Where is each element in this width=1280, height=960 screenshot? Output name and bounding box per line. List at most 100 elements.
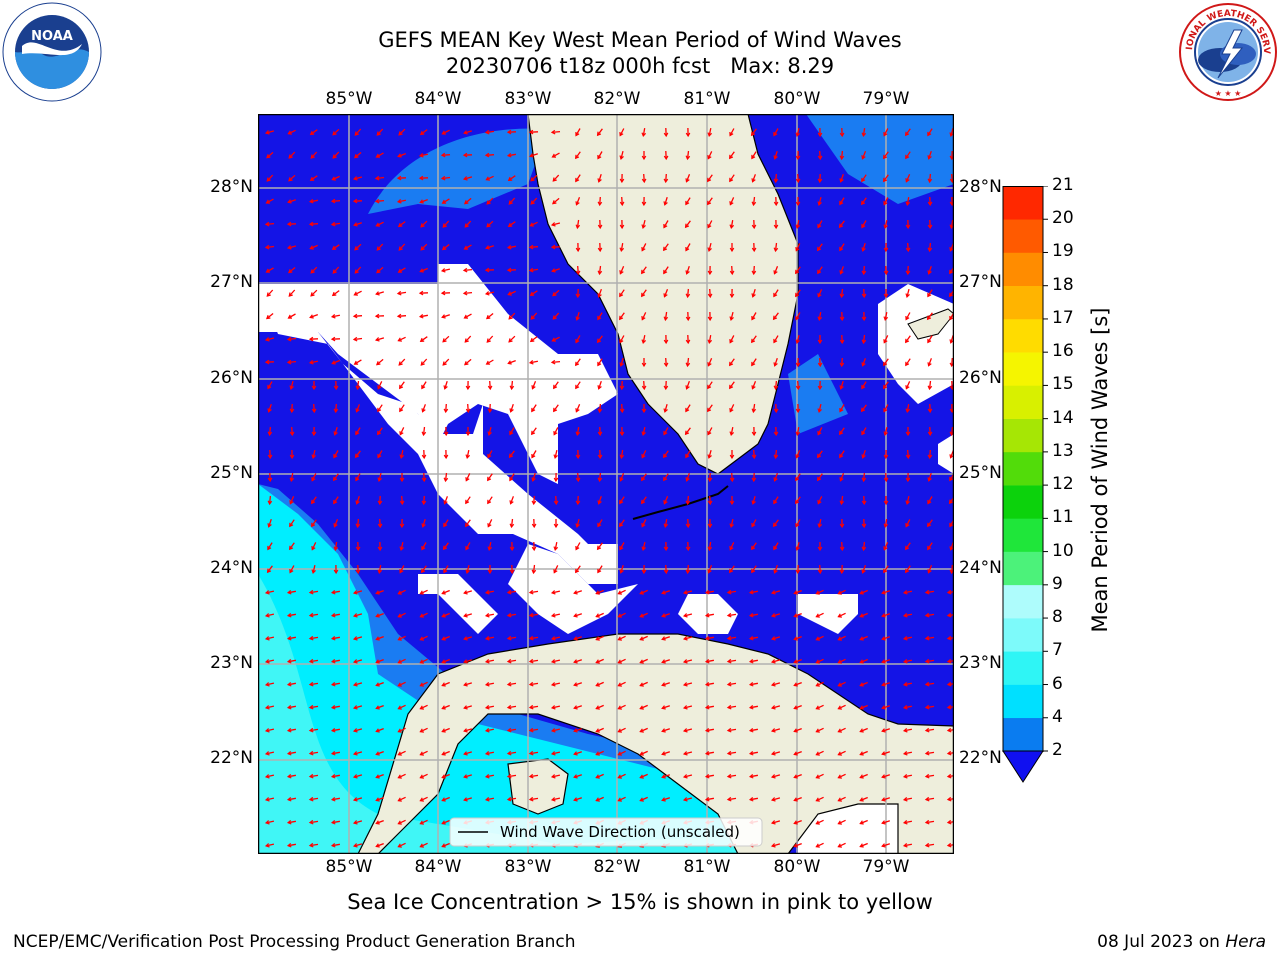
wind-wave-arrow bbox=[332, 359, 340, 365]
wind-wave-arrow bbox=[925, 728, 935, 732]
wind-wave-arrow-head bbox=[751, 361, 756, 367]
wind-wave-arrow-head bbox=[663, 408, 668, 413]
wind-wave-arrow-head bbox=[396, 175, 402, 181]
wind-wave-arrow-head bbox=[311, 569, 316, 575]
wind-wave-arrow bbox=[795, 243, 801, 251]
wind-wave-arrow-head bbox=[729, 361, 734, 367]
colorbar-tick-label: 10 bbox=[1052, 540, 1074, 561]
lon-label-bottom: 79°W bbox=[862, 857, 910, 877]
wind-wave-arrow-head bbox=[420, 223, 425, 228]
wind-wave-arrow-head bbox=[663, 246, 668, 252]
wind-wave-arrow-head bbox=[729, 523, 734, 529]
wind-wave-arrow bbox=[816, 658, 824, 664]
wind-wave-arrow bbox=[620, 358, 624, 366]
wind-wave-arrow bbox=[817, 450, 823, 458]
wind-wave-arrow bbox=[398, 336, 406, 342]
wind-wave-arrow bbox=[882, 728, 890, 732]
wind-wave-arrow-head bbox=[641, 431, 646, 437]
wind-wave-arrow-head bbox=[617, 774, 622, 779]
wind-wave-arrow-head bbox=[531, 500, 537, 506]
wind-wave-arrow bbox=[332, 244, 340, 250]
wind-wave-arrow bbox=[619, 335, 625, 343]
wind-wave-arrow bbox=[509, 450, 515, 458]
wind-wave-arrow bbox=[574, 751, 582, 755]
wind-wave-arrow bbox=[332, 175, 340, 181]
wind-wave-arrow bbox=[311, 519, 317, 527]
wind-wave-arrow-head bbox=[352, 797, 358, 802]
wind-wave-arrow bbox=[727, 797, 737, 801]
wind-wave-arrow bbox=[619, 519, 625, 527]
wind-wave-arrow bbox=[377, 404, 383, 412]
wind-wave-arrow bbox=[442, 750, 450, 756]
wind-wave-arrow-head bbox=[531, 523, 537, 529]
wind-wave-arrow-head bbox=[726, 750, 732, 756]
wind-wave-arrow bbox=[552, 336, 560, 342]
lat-label-left: 26°N bbox=[210, 368, 253, 388]
wind-wave-arrow bbox=[862, 334, 866, 344]
wind-wave-arrow bbox=[552, 174, 560, 182]
wind-wave-arrow-head bbox=[883, 132, 888, 137]
wind-wave-arrow bbox=[442, 727, 450, 733]
wind-wave-arrow-head bbox=[264, 682, 270, 687]
wind-wave-arrow-head bbox=[528, 681, 534, 687]
wind-wave-arrow-head bbox=[397, 820, 402, 825]
wind-wave-arrow bbox=[729, 381, 735, 389]
wind-wave-arrow-head bbox=[267, 384, 272, 390]
wind-wave-arrow-head bbox=[682, 705, 688, 710]
wind-wave-arrow-head bbox=[330, 819, 336, 825]
wind-wave-arrow bbox=[597, 358, 603, 366]
wind-wave-arrow-head bbox=[883, 316, 889, 322]
wind-wave-arrow bbox=[797, 380, 799, 390]
wind-wave-arrow-head bbox=[617, 797, 622, 802]
wind-wave-arrow bbox=[705, 751, 715, 755]
wind-wave-arrow-head bbox=[264, 820, 270, 825]
wind-wave-arrow bbox=[903, 843, 913, 847]
wind-wave-arrow-head bbox=[639, 636, 644, 641]
wind-wave-arrow-head bbox=[596, 131, 602, 137]
wind-wave-arrow bbox=[839, 266, 845, 274]
wind-wave-arrow-head bbox=[575, 154, 580, 160]
wind-wave-arrow bbox=[903, 682, 913, 686]
wind-wave-arrow-head bbox=[729, 431, 735, 437]
wind-wave-arrow bbox=[421, 381, 427, 389]
wind-wave-arrow-head bbox=[508, 338, 513, 343]
wind-wave-arrow-head bbox=[795, 339, 800, 345]
wind-wave-arrow bbox=[620, 449, 624, 459]
wind-wave-arrow-head bbox=[793, 705, 798, 710]
wind-wave-arrow-head bbox=[441, 728, 446, 733]
wind-wave-arrow-head bbox=[795, 201, 801, 207]
wind-wave-arrow bbox=[749, 797, 759, 801]
wind-wave-arrow bbox=[597, 151, 603, 159]
wind-wave-arrow-head bbox=[750, 131, 756, 137]
wind-wave-arrow bbox=[463, 176, 473, 180]
wind-wave-arrow bbox=[882, 705, 890, 709]
wind-wave-arrow-head bbox=[726, 635, 732, 641]
wind-wave-arrow-head bbox=[881, 728, 886, 733]
wind-wave-arrow bbox=[420, 819, 428, 825]
wind-wave-arrow-head bbox=[286, 727, 292, 733]
wind-wave-arrow bbox=[529, 705, 539, 709]
wind-wave-arrow-head bbox=[641, 454, 646, 459]
wind-wave-arrow-head bbox=[506, 750, 512, 756]
wind-wave-arrow bbox=[663, 289, 669, 297]
wind-wave-arrow bbox=[751, 358, 757, 366]
wind-wave-arrow bbox=[816, 635, 824, 641]
wind-wave-arrow-head bbox=[376, 246, 381, 251]
wind-wave-arrow bbox=[399, 427, 405, 435]
lat-label-left: 27°N bbox=[210, 272, 253, 292]
wind-wave-arrow-head bbox=[729, 131, 734, 137]
wind-wave-arrow bbox=[685, 243, 691, 251]
wind-wave-arrow bbox=[485, 245, 495, 249]
wind-wave-arrow bbox=[817, 473, 823, 481]
wind-wave-arrow bbox=[707, 404, 713, 412]
wind-wave-arrow-head bbox=[352, 728, 358, 733]
wind-wave-arrow bbox=[331, 843, 341, 847]
wind-wave-arrow-head bbox=[597, 500, 602, 505]
wind-wave-arrow bbox=[794, 796, 802, 802]
colorbar-box bbox=[1003, 252, 1043, 287]
wind-wave-arrow-head bbox=[552, 177, 557, 182]
wind-wave-arrow bbox=[529, 360, 539, 364]
wind-wave-arrow bbox=[685, 220, 691, 228]
wind-wave-arrow-head bbox=[949, 522, 954, 528]
wind-wave-arrow-head bbox=[575, 316, 580, 321]
